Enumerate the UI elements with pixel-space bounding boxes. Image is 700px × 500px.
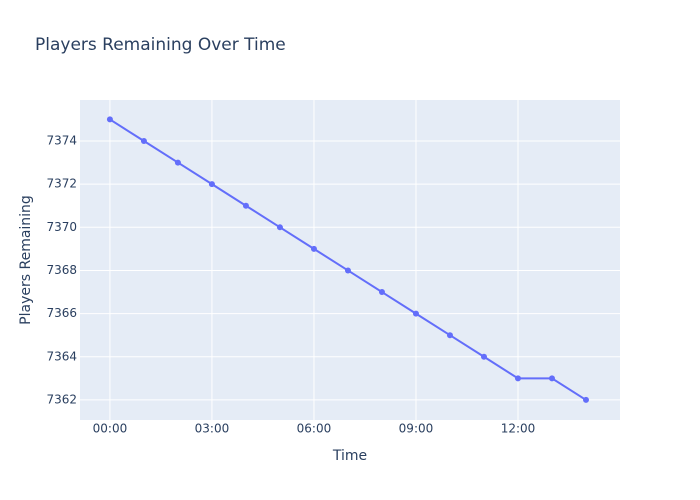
- y-tick-label: 7374: [46, 133, 77, 147]
- x-tick-label: 12:00: [501, 422, 536, 436]
- data-point: [140, 137, 147, 144]
- plot-area: [80, 100, 620, 420]
- x-tick-label: 09:00: [399, 422, 434, 436]
- data-point: [208, 181, 215, 188]
- data-point: [174, 159, 181, 166]
- data-point: [446, 332, 453, 339]
- data-point: [582, 396, 589, 403]
- data-point: [514, 375, 521, 382]
- y-tick-label: 7370: [46, 220, 77, 234]
- data-point: [344, 267, 351, 274]
- data-point: [412, 310, 419, 317]
- y-tick-label: 7372: [46, 177, 77, 191]
- chart-title: Players Remaining Over Time: [35, 35, 286, 55]
- data-point: [480, 353, 487, 360]
- y-tick-label: 7368: [46, 263, 77, 277]
- data-point: [548, 375, 555, 382]
- x-tick-label: 00:00: [93, 422, 128, 436]
- x-tick-label: 06:00: [297, 422, 332, 436]
- data-point: [310, 245, 317, 252]
- y-tick-label: 7364: [46, 349, 77, 363]
- y-tick-label: 7362: [46, 392, 77, 406]
- y-tick-label: 7366: [46, 306, 77, 320]
- data-point: [276, 224, 283, 231]
- x-axis-title: Time: [332, 448, 367, 464]
- data-point: [378, 289, 385, 296]
- x-tick-label: 03:00: [195, 422, 230, 436]
- data-point: [106, 116, 113, 123]
- data-point: [242, 202, 249, 209]
- y-axis-title: Players Remaining: [18, 195, 34, 325]
